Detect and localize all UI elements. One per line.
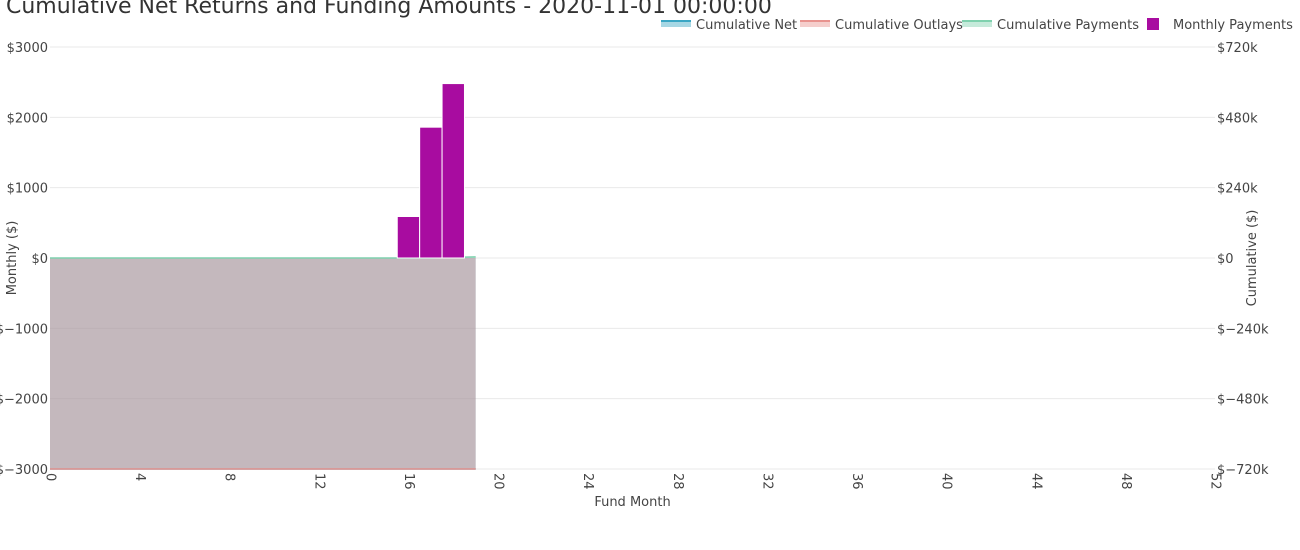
y-axis-label-left: Monthly ($) [5,221,20,296]
x-tick-label: 8 [222,473,237,481]
y-tick-label-right: $0 [1217,252,1234,267]
chart-title: Cumulative Net Returns and Funding Amoun… [6,0,772,19]
bar-monthly-payments [419,126,443,259]
area-cumulative-outlays [50,258,476,469]
legend-swatch-cumulative-outlays[interactable] [800,21,830,27]
y-tick-label-left: $3000 [7,41,48,56]
y-tick-label-right: $−720k [1217,463,1269,478]
legend-label-monthly-payments[interactable]: Monthly Payments [1173,18,1293,33]
legend-swatch-cumulative-net[interactable] [661,21,691,27]
x-tick-label: 20 [491,473,506,490]
y-axis-label-right: Cumulative ($) [1245,210,1260,307]
y-tick-label-left: $−2000 [0,393,48,408]
y-tick-label-left: $−1000 [0,322,48,337]
legend-label-cumulative-payments[interactable]: Cumulative Payments [997,18,1139,33]
bar-monthly-payments [441,83,465,259]
legend-label-cumulative-net[interactable]: Cumulative Net [696,18,797,33]
legend[interactable]: Cumulative Net Cumulative Outlays Cumulati… [661,18,1293,33]
x-tick-label: 44 [1028,473,1043,490]
legend-swatch-monthly-payments[interactable] [1147,18,1159,30]
x-tick-label: 48 [1118,473,1133,490]
x-tick-label: 24 [580,473,595,490]
x-tick-label: 12 [311,473,326,490]
x-tick-label: 0 [43,473,58,481]
bar-series [396,83,465,259]
axes: $3000 $720k $2000 $480k $1000 $240k $0 $0 $−1000… [0,41,1269,510]
y-tick-label-left: $0 [31,252,48,267]
y-tick-label-left: $−3000 [0,463,48,478]
y-tick-label-left: $2000 [7,111,48,126]
area-series [50,256,476,470]
grid-lines [50,46,1215,470]
x-tick-label: 16 [401,473,416,490]
x-tick-label: 36 [849,473,864,490]
legend-swatch-cumulative-payments[interactable] [962,21,992,27]
bar-monthly-payments [396,216,421,259]
x-tick-label: 32 [759,473,774,490]
y-tick-label-right: $−240k [1217,322,1269,337]
y-tick-label-right: $240k [1217,182,1258,197]
legend-label-cumulative-outlays[interactable]: Cumulative Outlays [835,18,963,33]
y-tick-label-right: $720k [1217,41,1258,56]
area-cumulative-net [50,258,476,469]
x-tick-label: 28 [670,473,685,490]
y-tick-label-left: $1000 [7,182,48,197]
x-tick-label: 4 [132,473,147,481]
x-tick-label: 40 [939,473,954,490]
x-axis-label: Fund Month [594,495,670,510]
y-tick-label-right: $480k [1217,111,1258,126]
x-tick-label: 52 [1208,473,1223,490]
y-tick-label-right: $−480k [1217,393,1269,408]
